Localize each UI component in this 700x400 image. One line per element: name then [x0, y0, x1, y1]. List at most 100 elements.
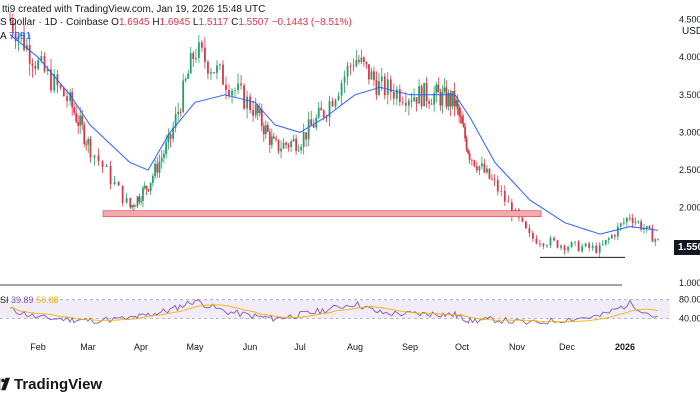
candle — [539, 239, 541, 248]
candle — [468, 151, 471, 164]
candle-body — [201, 42, 203, 48]
candle — [637, 220, 640, 225]
candle-body — [59, 85, 62, 88]
candle-body — [282, 142, 285, 149]
candle-body — [532, 233, 534, 239]
candle — [404, 92, 407, 113]
candle-body — [169, 133, 172, 139]
support-zone — [102, 210, 542, 218]
candle-body — [197, 42, 200, 58]
candle-body — [524, 221, 527, 229]
candle — [488, 168, 491, 180]
candle-body — [136, 196, 139, 206]
candle-body — [254, 104, 257, 116]
candle — [549, 235, 552, 248]
candle — [373, 66, 375, 87]
candle — [581, 243, 584, 254]
candle — [50, 58, 52, 94]
candle-body — [637, 221, 640, 223]
candle — [134, 204, 137, 207]
candle-body — [395, 89, 398, 99]
candle — [142, 185, 144, 208]
candle-body — [131, 205, 134, 208]
candle — [93, 154, 96, 166]
candle — [89, 135, 92, 163]
candle — [453, 82, 456, 117]
symbol-name[interactable]: S Dollar · 1D · Coinbase — [0, 17, 109, 28]
candle — [297, 144, 300, 152]
candle-body — [510, 202, 513, 216]
candle — [11, 13, 14, 39]
candle-body — [147, 189, 150, 191]
rsi-legend[interactable]: SI 39.89 50.88 — [0, 295, 59, 305]
candle — [101, 160, 104, 174]
candle-body — [310, 119, 313, 126]
candle-body — [151, 176, 154, 183]
tradingview-brand[interactable]: TradingView — [0, 374, 102, 394]
candle-body — [651, 228, 654, 242]
candle — [556, 239, 559, 249]
candle — [619, 222, 622, 232]
candle — [613, 233, 616, 240]
candle-body — [570, 242, 573, 248]
candle — [216, 60, 218, 80]
candle-body — [71, 92, 74, 108]
candle-body — [553, 238, 555, 241]
candle-body — [467, 149, 470, 154]
candle-body — [413, 97, 415, 101]
candle — [167, 128, 170, 150]
candle-body — [204, 47, 206, 62]
candle-body — [121, 185, 124, 203]
candle-body — [182, 80, 185, 112]
candle-body — [325, 117, 328, 118]
candle-body — [322, 110, 325, 118]
candle-body — [470, 159, 473, 161]
candle — [622, 217, 625, 226]
candle — [210, 67, 212, 80]
candle-body — [535, 238, 538, 244]
candle — [179, 107, 182, 117]
candle — [222, 60, 224, 86]
candle — [37, 57, 40, 71]
candle — [435, 81, 438, 103]
candle-body — [451, 90, 454, 107]
candle — [9, 11, 11, 22]
candle-body — [62, 87, 65, 97]
candle-body — [375, 80, 378, 95]
candle-body — [17, 35, 20, 42]
currency-label[interactable]: USD — [682, 26, 700, 37]
candle-body — [607, 238, 610, 240]
candle — [510, 198, 513, 222]
candle-body — [125, 198, 128, 203]
candle-body — [425, 82, 428, 102]
candle-body — [37, 60, 40, 69]
candle-body — [657, 238, 659, 240]
candle-body — [461, 116, 463, 124]
candle — [189, 46, 192, 74]
candle-body — [449, 92, 452, 107]
price-tick-label: 2.500 — [679, 165, 700, 175]
candle — [231, 88, 233, 104]
candle — [275, 135, 277, 142]
candle-body — [415, 97, 418, 104]
candle — [542, 242, 545, 249]
candle — [370, 67, 373, 80]
candle-body — [312, 125, 315, 128]
candle-body — [158, 161, 161, 173]
candle-body — [25, 45, 28, 50]
ohlc-values: O1.6945 H1.6945 L1.5117 C1.5507 −0.1443 … — [111, 17, 352, 28]
candle — [651, 224, 654, 242]
candle — [169, 133, 172, 148]
candle-body — [243, 85, 245, 109]
price-tick-label: 1.000 — [679, 278, 700, 288]
candle — [154, 159, 156, 180]
candle-body — [207, 61, 209, 74]
candle — [577, 239, 580, 252]
symbol-legend: S Dollar · 1D · Coinbase O1.6945 H1.6945… — [0, 17, 352, 28]
ma-legend[interactable]: A 7081 — [0, 31, 31, 42]
candle-body — [493, 179, 496, 181]
rsi-ma-value: 50.88 — [36, 295, 59, 305]
candle — [428, 98, 431, 109]
candle — [25, 38, 28, 52]
